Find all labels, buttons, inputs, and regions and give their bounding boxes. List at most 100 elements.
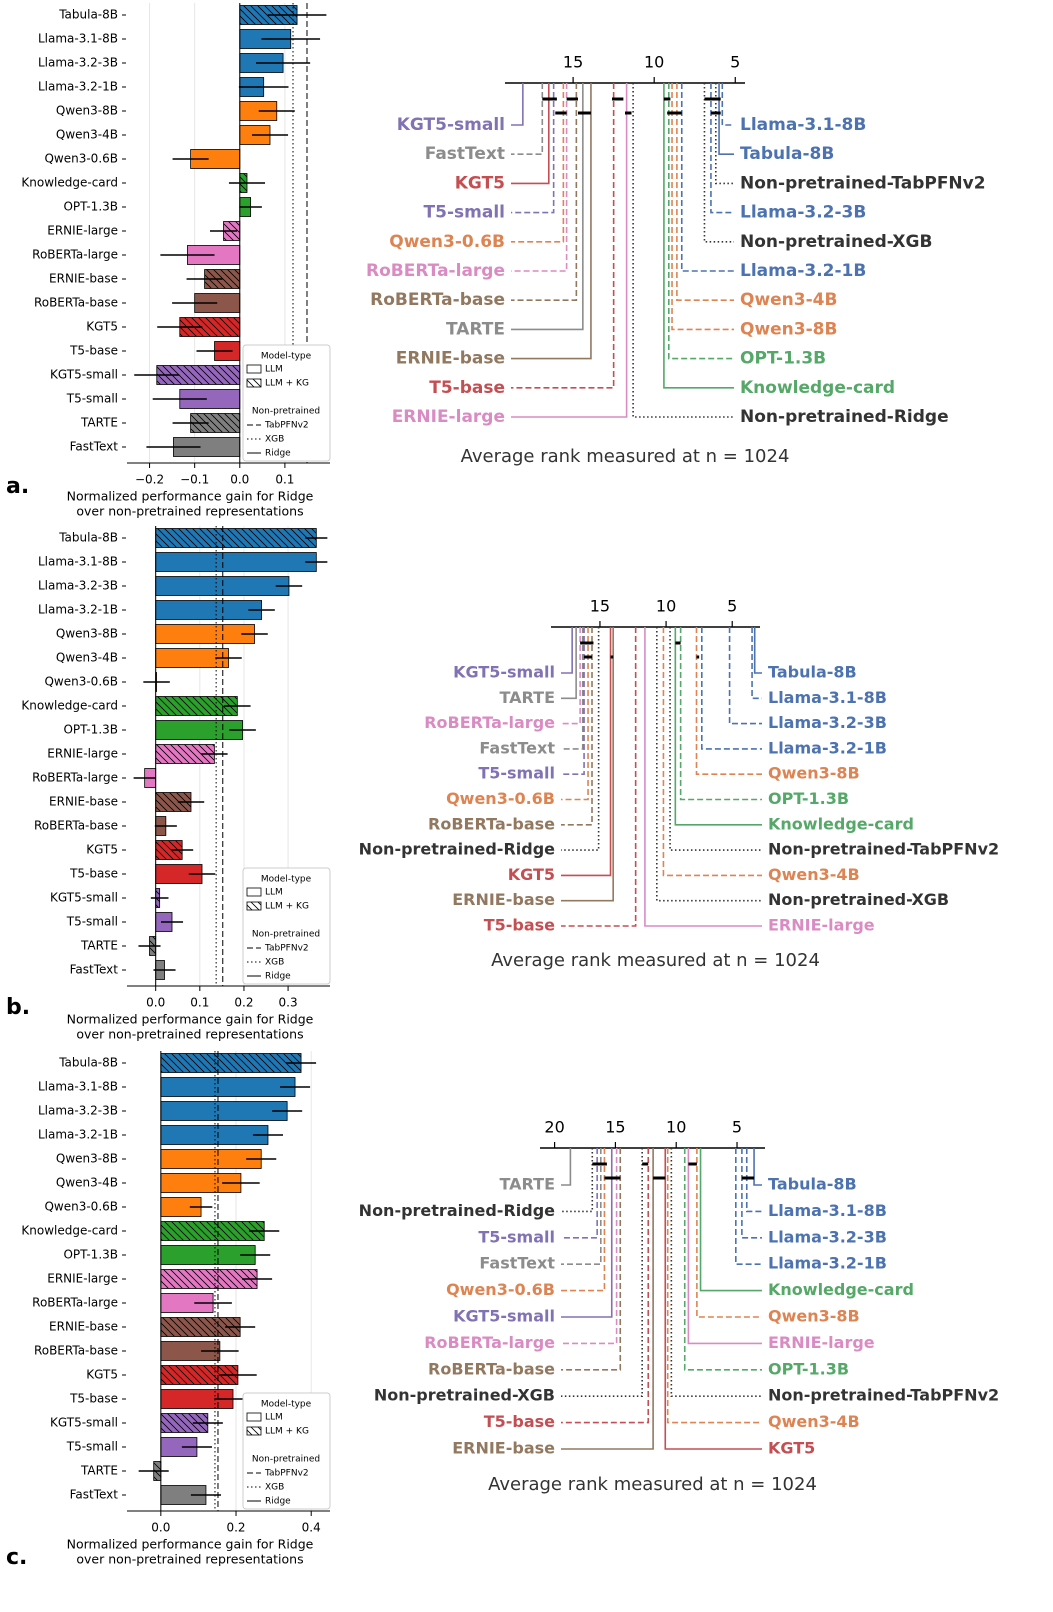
rank-connector	[753, 627, 762, 674]
y-tick-label: Llama-3.1-8B	[38, 555, 118, 569]
rank-connector	[511, 83, 592, 360]
rank-tick-label: 5	[730, 53, 740, 72]
rank-connector	[751, 627, 762, 700]
bar	[155, 624, 255, 644]
y-tick-label: Tabula-8B	[58, 8, 118, 22]
rank-connector	[666, 1148, 762, 1424]
rank-connector	[670, 1148, 762, 1397]
rank-connector	[561, 627, 593, 826]
y-tick-label: RoBERTa-large	[32, 248, 118, 262]
rank-connector	[718, 83, 734, 155]
method-label: Tabula-8B	[768, 1175, 857, 1194]
method-label: TARTE	[500, 688, 556, 707]
legend-label: TabPFNv2	[264, 421, 309, 431]
legend-label: Ridge	[265, 1497, 291, 1507]
y-tick-label: RoBERTa-large	[32, 1296, 118, 1310]
rank-connector	[561, 1148, 613, 1318]
y-tick-label: T5-base	[69, 344, 118, 358]
bar	[160, 1101, 288, 1121]
legend-swatch	[246, 887, 262, 897]
x-axis-label: Normalized performance gain for Ridge	[67, 489, 314, 504]
rank-axis-label: Average rank measured at n = 1024	[461, 446, 790, 467]
method-label: ERNIE-base	[452, 1439, 555, 1458]
x-tick-label: 0.2	[226, 1521, 245, 1535]
x-tick-label: 0.0	[230, 473, 249, 487]
y-tick-label: Knowledge-card	[21, 176, 118, 190]
rank-connector	[696, 1148, 762, 1318]
legend-swatch	[246, 1412, 262, 1422]
bar-hatch	[160, 1365, 238, 1385]
method-label: Non-pretrained-XGB	[740, 232, 932, 252]
legend-swatch	[246, 901, 262, 911]
rank-connector	[662, 627, 762, 877]
bar-hatch	[160, 1269, 258, 1289]
y-tick-label: TARTE	[80, 416, 118, 430]
method-label: Llama-3.2-1B	[768, 1254, 887, 1273]
rank-tick-label: 10	[666, 1118, 686, 1137]
rank-connector	[511, 83, 565, 243]
method-label: Llama-3.2-3B	[768, 1227, 887, 1246]
rank-connector	[561, 1148, 598, 1239]
method-label: FastText	[479, 1254, 555, 1273]
y-tick-label: T5-small	[66, 915, 118, 929]
legend-subtitle: Non-pretrained	[252, 407, 320, 417]
y-tick-label: Qwen3-0.6B	[44, 152, 118, 166]
y-tick-label: Qwen3-0.6B	[44, 675, 118, 689]
panel-label: b.	[6, 995, 30, 1020]
method-label: RoBERTa-large	[366, 261, 505, 281]
bar-hatch	[190, 413, 240, 433]
method-label: Llama-3.1-8B	[768, 688, 887, 707]
rank-connector	[511, 83, 524, 126]
rank-connector	[511, 83, 555, 214]
y-tick-label: Llama-3.2-1B	[38, 1128, 118, 1142]
y-tick-label: TARTE	[80, 939, 118, 953]
rank-connector	[561, 627, 584, 750]
x-tick-label: 0.1	[190, 996, 209, 1010]
method-label: RoBERTa-base	[370, 290, 505, 310]
rank-connector	[561, 627, 589, 801]
method-label: Non-pretrained-TabPFNv2	[740, 173, 986, 193]
y-tick-label: Qwen3-0.6B	[44, 1200, 118, 1214]
method-label: KGT5	[508, 865, 555, 884]
y-tick-label: T5-small	[66, 392, 118, 406]
rank-connector	[644, 627, 762, 927]
legend-label: XGB	[265, 1483, 284, 1493]
y-tick-label: OPT-1.3B	[63, 200, 118, 214]
method-label: Qwen3-4B	[768, 1412, 860, 1431]
legend-label: XGB	[265, 435, 284, 445]
x-tick-label: −0.2	[135, 473, 164, 487]
y-tick-label: TARTE	[80, 1464, 118, 1478]
method-label: Llama-3.2-3B	[768, 713, 887, 732]
rank-connector	[680, 83, 734, 272]
y-tick-label: Qwen3-8B	[56, 104, 118, 118]
rank-connector	[687, 1148, 762, 1345]
y-tick-label: T5-small	[66, 1440, 118, 1454]
y-tick-label: Llama-3.2-1B	[38, 603, 118, 617]
y-tick-label: FastText	[70, 1488, 119, 1502]
legend-label: Ridge	[265, 449, 291, 459]
method-label: OPT-1.3B	[740, 349, 826, 369]
y-tick-label: OPT-1.3B	[63, 723, 118, 737]
rank-connector	[700, 627, 762, 750]
rank-connector	[511, 83, 584, 331]
rank-connector	[676, 83, 734, 301]
rank-connector	[511, 83, 615, 389]
bar	[160, 1077, 296, 1097]
rank-connector	[679, 627, 762, 801]
rank-connector	[561, 1148, 650, 1424]
rank-connector	[683, 1148, 762, 1371]
x-tick-label: 0.4	[302, 1521, 321, 1535]
rank-connector	[674, 627, 762, 826]
y-tick-label: RoBERTa-base	[34, 1344, 118, 1358]
method-label: OPT-1.3B	[768, 1359, 849, 1378]
rank-connector	[741, 1148, 762, 1239]
method-label: RoBERTa-large	[424, 1333, 555, 1352]
method-label: KGT5	[768, 1439, 815, 1458]
y-tick-label: FastText	[70, 963, 119, 977]
y-tick-label: Qwen3-8B	[56, 1152, 118, 1166]
y-tick-label: KGT5	[86, 843, 118, 857]
method-label: Qwen3-8B	[740, 319, 837, 339]
rank-connector	[561, 627, 581, 725]
legend-label: LLM + KG	[265, 902, 309, 912]
